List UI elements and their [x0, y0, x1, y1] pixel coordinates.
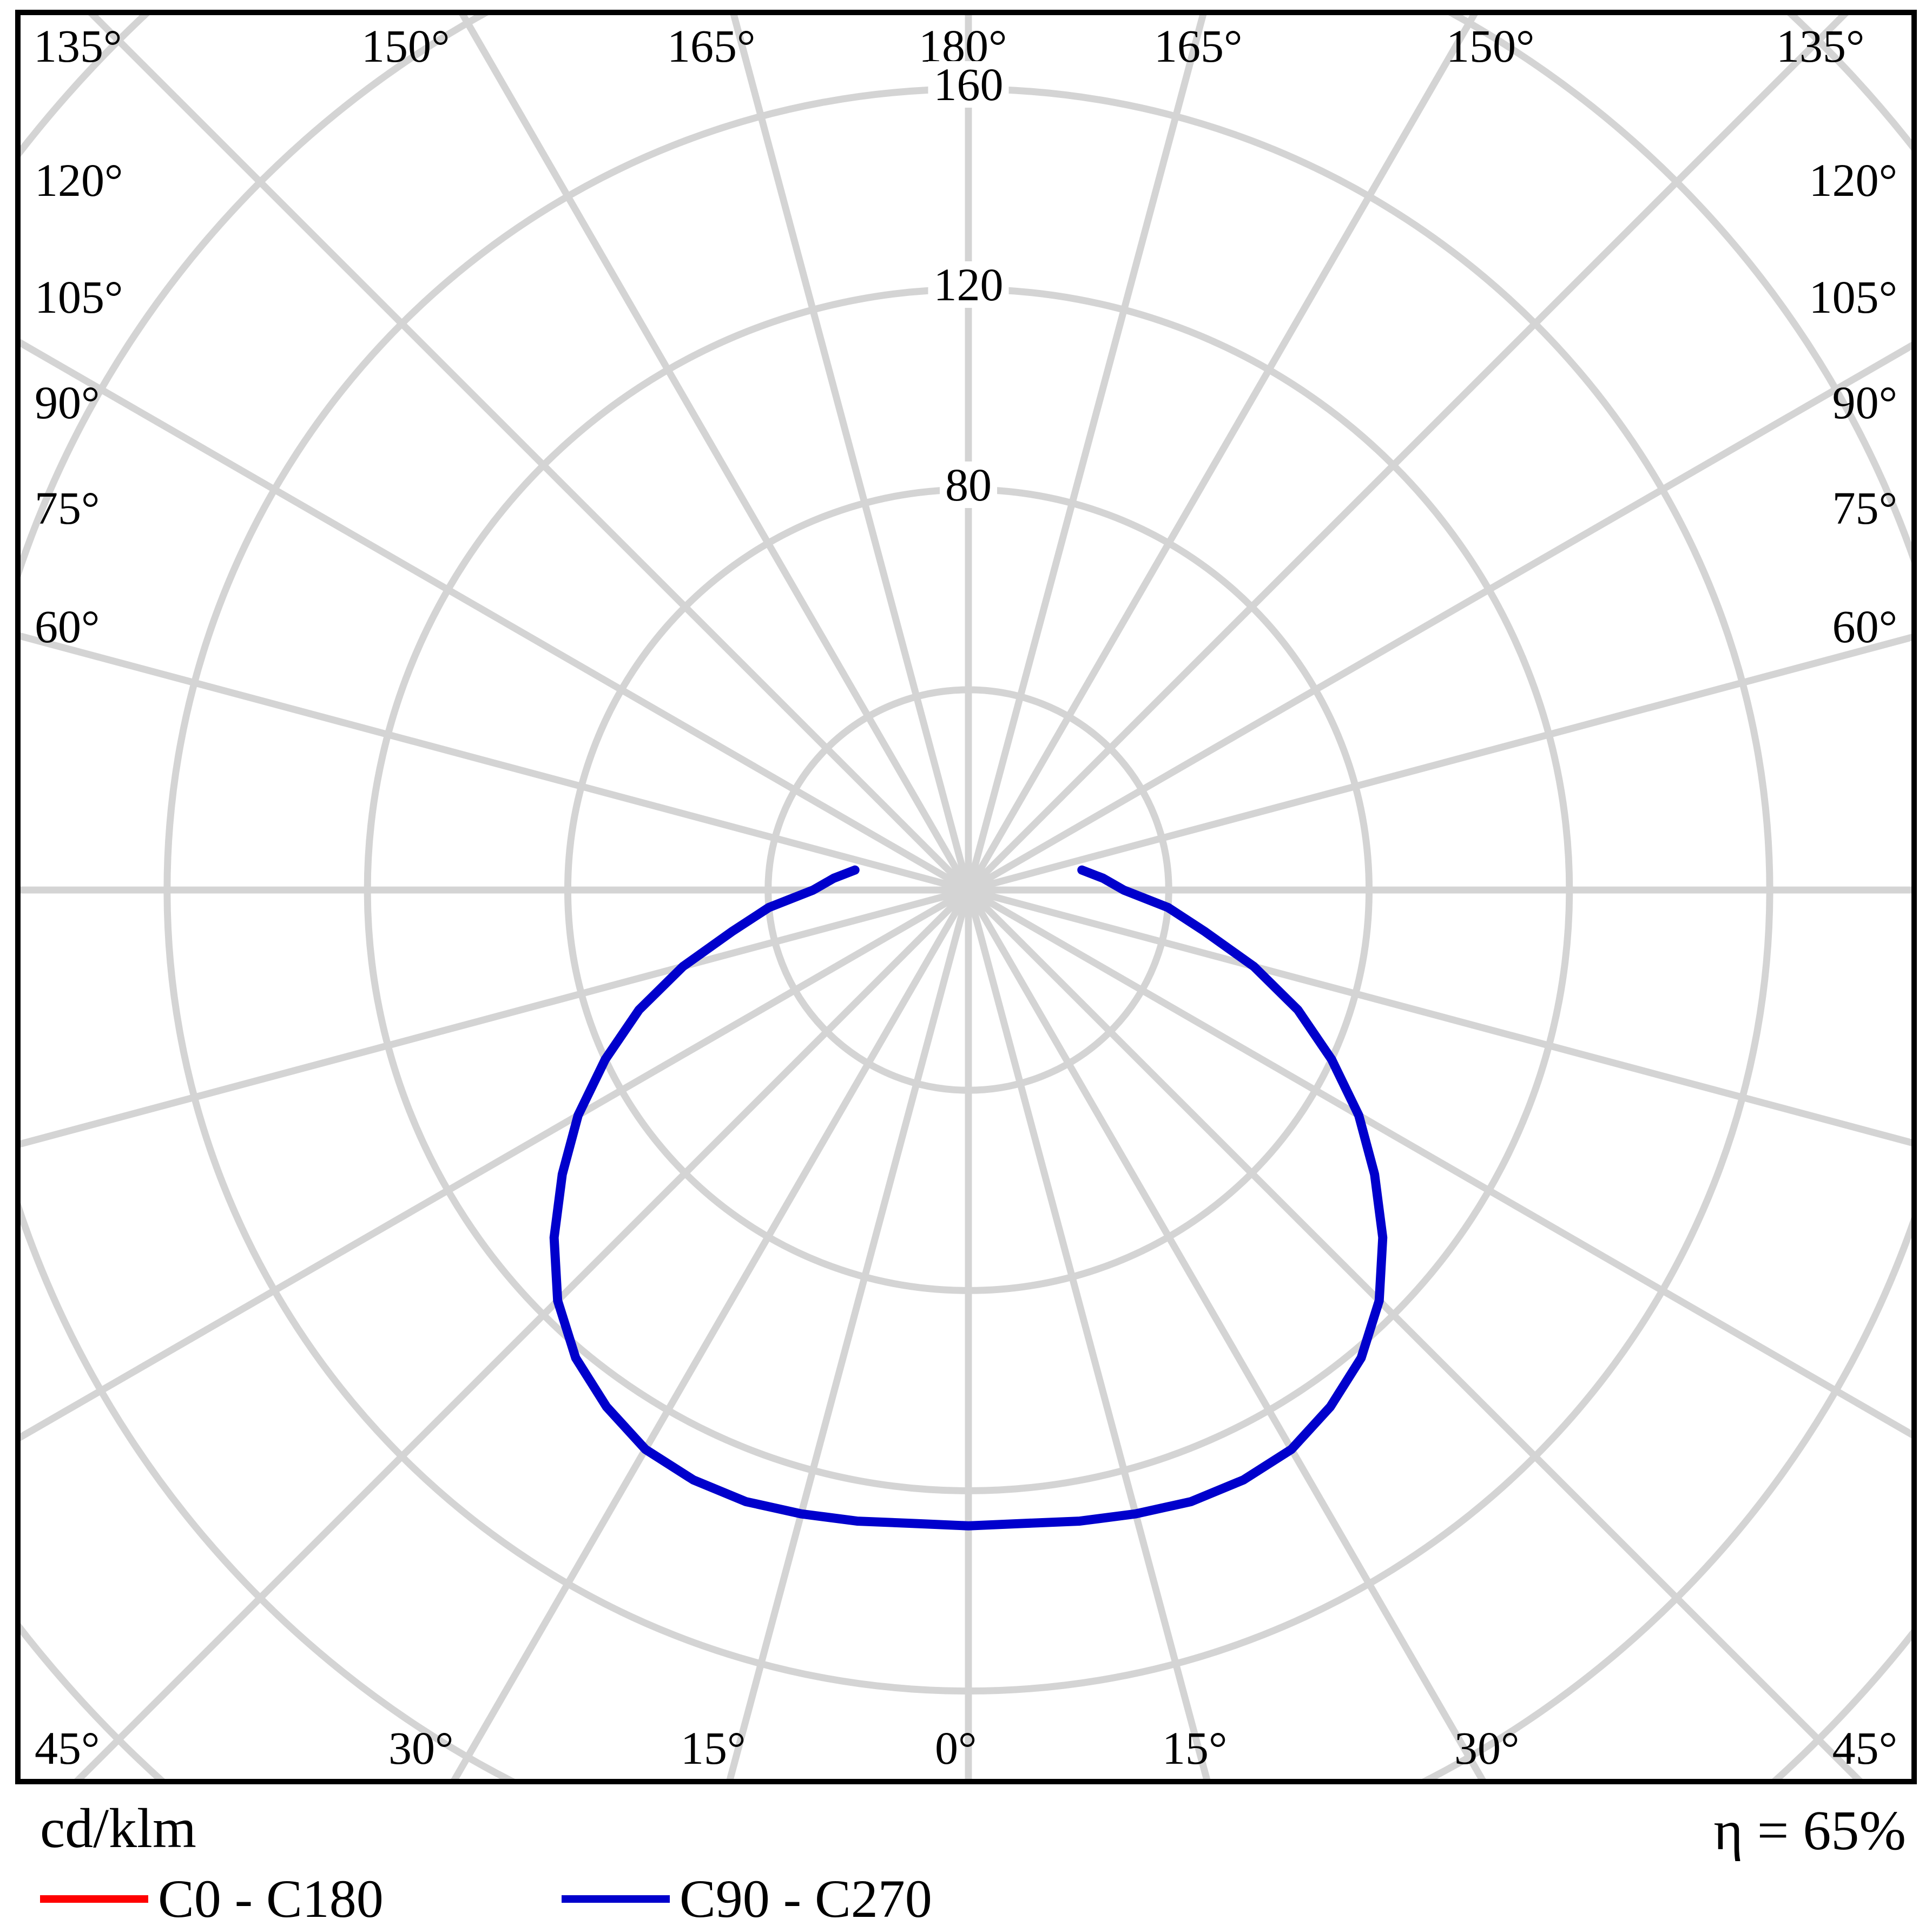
efficiency-label: η = 65% [1713, 1799, 1906, 1862]
angle-label-150-top-right: 150° [1446, 20, 1535, 72]
angular-gridlines [21, 15, 1911, 1779]
angle-label-90-left: 90° [35, 377, 100, 428]
chart-footer: cd/klm η = 65% C0 - C180 C90 - C270 [15, 1791, 1917, 1926]
angle-label-15-bottom-right: 15° [1162, 1722, 1228, 1774]
angle-label-165-top-left: 165° [667, 20, 756, 72]
angle-label-105-right: 105° [1809, 271, 1897, 323]
legend-item-c0-c180[interactable]: C0 - C180 [40, 1872, 384, 1926]
angle-label-45-bottom-left: 45° [35, 1722, 100, 1774]
angle-label-120-right: 120° [1809, 154, 1897, 206]
angle-label-90-right: 90° [1832, 377, 1897, 428]
legend-label-c90-c270: C90 - C270 [680, 1869, 932, 1929]
legend-swatch-c90-c270 [562, 1895, 670, 1903]
radial-label-80: 80 [939, 461, 997, 508]
angle-label-75-right: 75° [1832, 482, 1897, 534]
angle-label-165-top-right: 165° [1154, 20, 1243, 72]
angle-label-30-bottom-right: 30° [1454, 1722, 1520, 1774]
legend-item-c90-c270[interactable]: C90 - C270 [562, 1872, 932, 1926]
legend-swatch-c0-c180 [40, 1895, 148, 1903]
plot-frame: 135° 150° 165° 180° 165° 150° 135° 120° … [15, 10, 1917, 1784]
angle-label-15-bottom-left: 15° [681, 1722, 746, 1774]
curve-c90-c270 [549, 865, 1388, 1531]
angle-label-45-bottom-right: 45° [1832, 1722, 1897, 1774]
radial-label-120: 120 [928, 261, 1009, 308]
angle-label-60-right: 60° [1832, 601, 1897, 652]
angle-label-105-left: 105° [35, 271, 123, 323]
angle-label-30-bottom-left: 30° [388, 1722, 454, 1774]
angle-label-60-left: 60° [35, 601, 100, 652]
radial-label-160: 160 [928, 61, 1009, 108]
units-label: cd/klm [40, 1797, 196, 1860]
angle-label-150-top-left: 150° [361, 20, 450, 72]
legend-label-c0-c180: C0 - C180 [158, 1869, 384, 1929]
angle-label-0-bottom: 0° [935, 1722, 977, 1774]
angle-label-75-left: 75° [35, 482, 100, 534]
angle-label-135-top-left: 135° [34, 20, 122, 72]
polar-grid-and-curves [21, 15, 1911, 1779]
angle-label-120-left: 120° [35, 154, 123, 206]
angle-label-135-top-right: 135° [1776, 20, 1865, 72]
